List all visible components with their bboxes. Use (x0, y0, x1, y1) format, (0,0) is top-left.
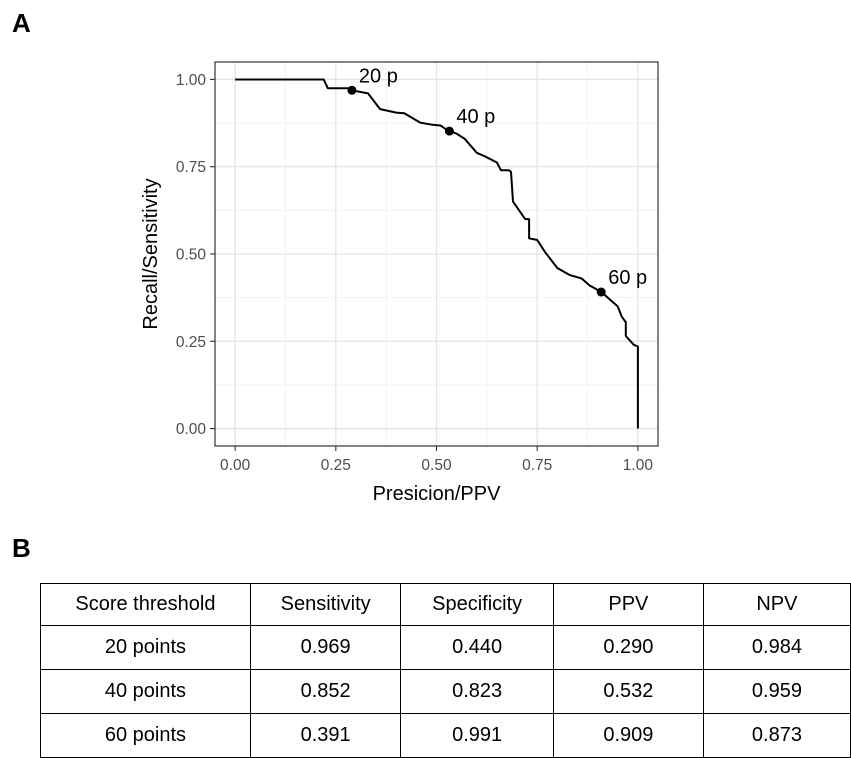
y-tick-label: 0.75 (176, 159, 206, 176)
major-gridlines (215, 62, 658, 446)
panel-label-a: A (12, 8, 31, 38)
y-tick-label: 0.50 (176, 247, 207, 264)
pr-curve-line (235, 78, 639, 429)
threshold-point (347, 85, 357, 95)
table-cell: 0.909 (552, 713, 704, 758)
y-tick-label: 0.25 (176, 334, 206, 351)
table-cell: 0.991 (400, 713, 554, 758)
threshold-point (596, 287, 606, 297)
table-cell: 0.290 (552, 625, 704, 670)
header-ppv: PPV (552, 583, 704, 626)
header-score-threshold: Score threshold (40, 583, 251, 626)
x-tick-label: 0.00 (220, 457, 251, 474)
panel-label-b: B (12, 533, 31, 563)
table-row: 40 points 0.852 0.823 0.532 0.959 (40, 669, 851, 714)
table-cell: 0.873 (702, 713, 851, 758)
table-header-row: Score threshold Sensitivity Specificity … (40, 583, 851, 626)
axis-ticks: 0.00 0.25 0.50 0.75 1.00 0.00 0.25 0.50 0.75 1.00 (176, 72, 653, 474)
table-cell: 0.959 (702, 669, 851, 714)
x-axis-label: Presicion/PPV (373, 483, 501, 505)
table-cell: 0.391 (249, 713, 402, 758)
header-npv: NPV (702, 583, 851, 626)
threshold-point-label: 20 p (359, 65, 398, 87)
precision-recall-chart: 20 p 40 p 60 p 0.00 0.25 0.50 0.75 1.00 0.00 0.2… (140, 61, 659, 505)
series-layer (235, 78, 639, 429)
table-cell: 60 points (40, 713, 251, 758)
threshold-points: 20 p 40 p 60 p (347, 65, 647, 297)
x-tick-label: 0.25 (321, 457, 351, 474)
y-tick-label: 0.00 (176, 421, 207, 438)
table-cell: 0.969 (249, 625, 402, 670)
table-cell: 20 points (40, 625, 251, 670)
threshold-point-label: 60 p (608, 267, 647, 289)
table-cell: 0.852 (249, 669, 402, 714)
threshold-point-label: 40 p (456, 106, 495, 128)
table-cell: 0.440 (400, 625, 554, 670)
table-cell: 0.532 (552, 669, 704, 714)
y-tick-label: 1.00 (176, 72, 207, 89)
x-tick-label: 1.00 (623, 457, 654, 474)
table-cell: 0.984 (702, 625, 851, 670)
table-row: 20 points 0.969 0.440 0.290 0.984 (40, 625, 851, 670)
threshold-table: Score threshold Sensitivity Specificity … (40, 583, 851, 758)
table-cell: 40 points (40, 669, 251, 714)
header-specificity: Specificity (400, 583, 554, 626)
table-row: 60 points 0.391 0.991 0.909 0.873 (40, 713, 851, 758)
x-tick-label: 0.50 (421, 457, 452, 474)
x-tick-label: 0.75 (522, 457, 552, 474)
table-cell: 0.823 (400, 669, 554, 714)
header-sensitivity: Sensitivity (249, 583, 402, 626)
y-axis-label: Recall/Sensitivity (140, 178, 162, 329)
threshold-point (444, 126, 454, 136)
